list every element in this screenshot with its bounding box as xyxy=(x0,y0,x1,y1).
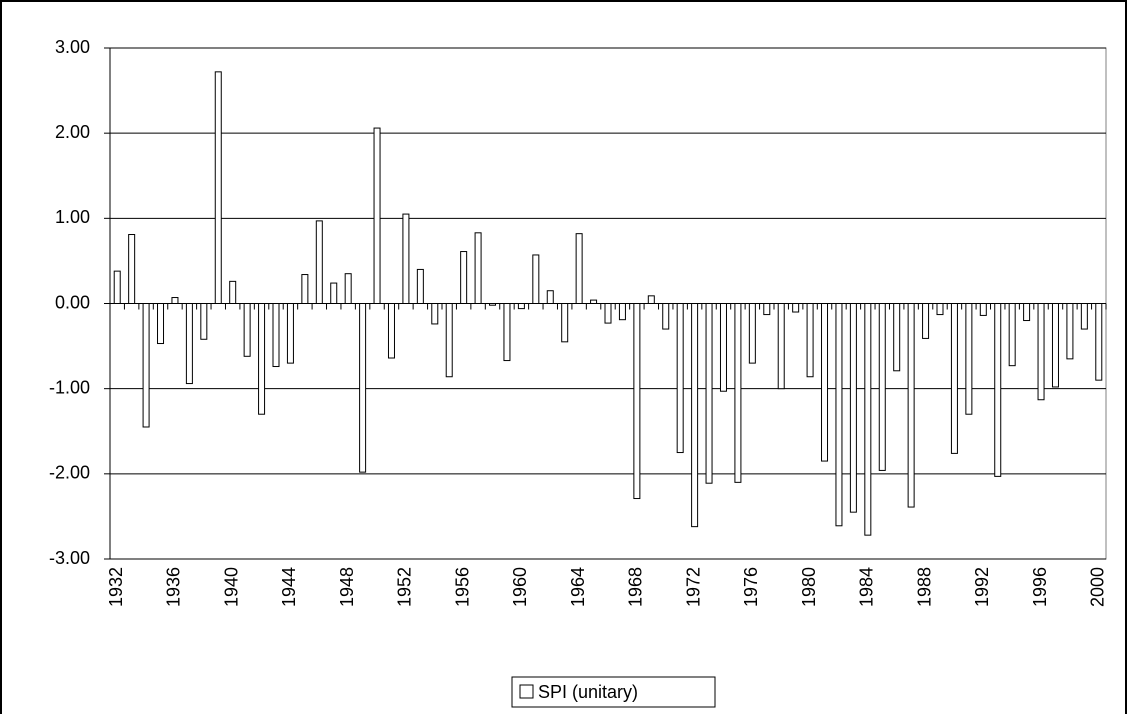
bar xyxy=(763,303,771,316)
y-tick-label: -3.00 xyxy=(49,548,90,568)
bar xyxy=(229,280,237,304)
bar xyxy=(445,303,453,378)
bar xyxy=(431,303,439,325)
bar xyxy=(878,303,886,471)
x-tick-label: 1968 xyxy=(626,567,646,607)
bar xyxy=(460,251,468,305)
bar xyxy=(200,303,208,340)
x-tick-label: 1976 xyxy=(741,567,761,607)
bar xyxy=(243,303,251,357)
x-tick-label: 1984 xyxy=(857,567,877,607)
x-tick-label: 1952 xyxy=(395,567,415,607)
legend-label: SPI (unitary) xyxy=(538,682,638,702)
bar xyxy=(258,303,266,415)
bar xyxy=(171,297,179,304)
bar xyxy=(474,232,482,304)
x-tick-label: 1940 xyxy=(221,567,241,607)
legend-swatch xyxy=(519,684,534,699)
bar xyxy=(113,270,121,304)
bar xyxy=(301,274,309,305)
bar xyxy=(503,303,511,362)
bar xyxy=(965,303,973,415)
bar xyxy=(315,220,323,304)
bar xyxy=(517,303,525,310)
bar xyxy=(835,303,843,527)
bar xyxy=(691,303,699,528)
bar xyxy=(734,303,742,483)
bar xyxy=(142,303,150,428)
bar xyxy=(849,303,857,513)
bar xyxy=(1051,303,1059,388)
x-tick-label: 1972 xyxy=(683,567,703,607)
bar xyxy=(777,303,785,390)
bar xyxy=(864,303,872,536)
bar xyxy=(936,303,944,316)
x-tick-label: 1932 xyxy=(106,567,126,607)
bar xyxy=(128,234,136,304)
bar xyxy=(821,303,829,462)
bar xyxy=(1037,303,1045,401)
bar xyxy=(359,303,367,473)
bar xyxy=(705,303,713,484)
bar xyxy=(1066,303,1074,360)
bar xyxy=(676,303,684,454)
bar xyxy=(950,303,958,454)
y-tick-label: 2.00 xyxy=(55,122,90,142)
bar xyxy=(792,303,800,313)
bar xyxy=(893,303,901,372)
bar xyxy=(994,303,1002,477)
bar xyxy=(489,303,497,306)
bar xyxy=(907,303,915,508)
bar xyxy=(590,299,598,304)
bar xyxy=(330,282,338,304)
y-tick-label: -2.00 xyxy=(49,463,90,483)
bar xyxy=(546,290,554,305)
bar xyxy=(344,273,352,305)
bar xyxy=(979,303,987,316)
bar xyxy=(618,303,626,321)
bar xyxy=(575,233,583,304)
bar xyxy=(185,303,193,385)
bar xyxy=(373,127,381,304)
bar xyxy=(214,71,222,304)
bar xyxy=(1008,303,1016,367)
x-tick-label: 1936 xyxy=(164,567,184,607)
x-tick-label: 1992 xyxy=(972,567,992,607)
bar xyxy=(748,303,756,364)
x-tick-label: 1960 xyxy=(510,567,530,607)
bar xyxy=(416,268,424,304)
bar xyxy=(561,303,569,343)
x-tick-label: 1996 xyxy=(1030,567,1050,607)
bar xyxy=(719,303,727,392)
bar xyxy=(1095,303,1103,381)
bar xyxy=(662,303,670,330)
y-tick-label: 3.00 xyxy=(55,37,90,57)
x-tick-label: 1988 xyxy=(914,567,934,607)
y-tick-label: 0.00 xyxy=(55,292,90,312)
x-tick-label: 1956 xyxy=(452,567,472,607)
y-tick-label: 1.00 xyxy=(55,207,90,227)
x-tick-label: 1980 xyxy=(799,567,819,607)
bar xyxy=(806,303,814,378)
bar xyxy=(532,254,540,304)
bar xyxy=(1023,303,1031,322)
legend-box xyxy=(511,676,716,708)
bar xyxy=(604,303,612,324)
y-tick-label: -1.00 xyxy=(49,377,90,397)
bar xyxy=(633,303,641,500)
x-tick-label: 1964 xyxy=(568,567,588,607)
bar xyxy=(272,303,280,368)
x-tick-label: 1948 xyxy=(337,567,357,607)
bar xyxy=(1080,303,1088,330)
x-tick-label: 2000 xyxy=(1088,567,1108,607)
bar xyxy=(922,303,930,339)
bar xyxy=(647,295,655,304)
bar xyxy=(286,303,294,364)
bar xyxy=(387,303,395,359)
bar xyxy=(157,303,165,345)
x-tick-label: 1944 xyxy=(279,567,299,607)
bar xyxy=(402,213,410,304)
